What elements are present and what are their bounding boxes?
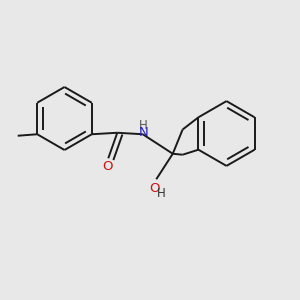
Text: H: H <box>139 119 148 132</box>
Text: N: N <box>139 126 148 139</box>
Text: H: H <box>157 187 166 200</box>
Text: O: O <box>149 182 160 195</box>
Text: O: O <box>102 160 113 173</box>
